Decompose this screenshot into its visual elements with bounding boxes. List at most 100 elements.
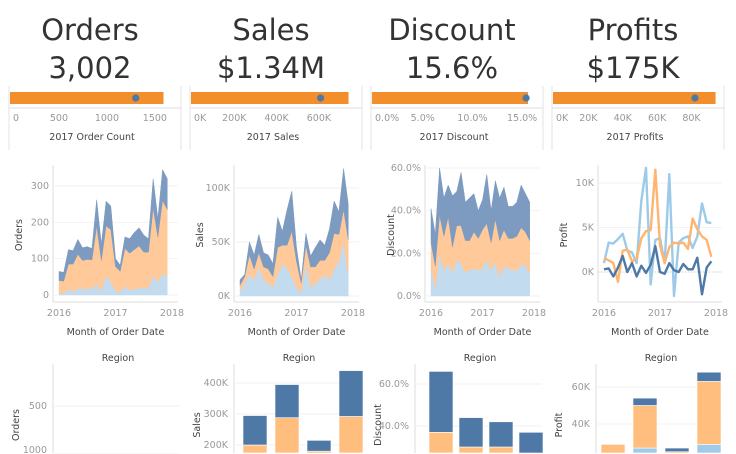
y-axis-title: Orders — [14, 219, 25, 251]
bar-y-tick-label: 300K — [204, 409, 229, 420]
bar-segment-dark — [274, 384, 300, 419]
x-axis-title: Month of Order Date — [67, 327, 165, 338]
bullet-axis-title: 2017 Profits — [607, 132, 664, 143]
bullet-tick-label: 1500 — [143, 113, 167, 124]
bar-y-tick-label: 60.0% — [379, 379, 409, 390]
bar-segment-orange — [458, 446, 484, 454]
panel-profits: Profits $175K 0K 20K 40K 60K 80K 2017 Profits 0K… — [551, 13, 728, 454]
bar-header: Region — [464, 353, 497, 364]
y-tick-label: 10K — [576, 178, 595, 189]
bar-segment-orange — [428, 431, 454, 454]
panel-sales: Sales $1.34M 0K 200K 400K 600K 2017 Sales 0K 50K… — [189, 13, 365, 454]
y-tick-label: 200 — [31, 217, 49, 228]
bar-segment-orange — [242, 444, 268, 454]
x-tick-label: 2017 — [648, 308, 672, 319]
bar-segment-dark — [458, 417, 484, 448]
kpi-value: 15.6% — [406, 51, 498, 85]
bar-y-tick-label: 500 — [29, 401, 47, 412]
y-tick-label: 0.0% — [397, 291, 421, 302]
bullet-marker — [317, 94, 325, 102]
bar-segment-orange — [488, 446, 514, 454]
x-tick-label: 2016 — [47, 308, 71, 319]
x-axis-title: Month of Order Date — [434, 327, 532, 338]
kpi-value: $175K — [587, 51, 681, 85]
x-tick-label: 2017 — [470, 308, 494, 319]
bullet-bar — [10, 92, 164, 104]
bar-y-tick-label: 40.0% — [379, 421, 409, 432]
bar-y-axis-title: Discount — [373, 404, 384, 446]
bullet-tick-label: 15.0% — [507, 113, 537, 124]
panel-orders: Orders 3,002 0 500 1000 1500 2017 Order Count 0… — [8, 13, 184, 454]
bar-segment-dark — [488, 421, 514, 448]
bar-segment-dark — [242, 415, 268, 446]
x-axis-title: Month of Order Date — [611, 327, 709, 338]
y-tick-label: 50K — [212, 237, 231, 248]
bar-segment-orange — [696, 381, 722, 445]
kpi-title: Sales — [232, 13, 309, 47]
bar-segment-dark — [632, 397, 658, 406]
bullet-tick-label: 1000 — [95, 113, 119, 124]
bar-y-axis-title: Sales — [192, 412, 203, 437]
bar-segment-orange — [338, 416, 364, 454]
bullet-bar — [372, 92, 529, 104]
y-tick-label: 100 — [31, 254, 49, 265]
bar-segment-orange — [632, 405, 658, 449]
profit-line-light — [602, 166, 712, 298]
bullet-tick-label: 0.0% — [375, 113, 399, 124]
bullet-marker — [132, 94, 140, 102]
x-tick-label: 2016 — [592, 308, 616, 319]
area-layer-dark — [430, 167, 530, 267]
y-tick-label: 100K — [206, 183, 231, 194]
bullet-marker — [522, 94, 530, 102]
y-tick-label: 300 — [31, 181, 49, 192]
y-tick-label: 0K — [582, 267, 595, 278]
bar-segment-dark — [338, 370, 364, 417]
bullet-axis-title: 2017 Discount — [420, 132, 489, 143]
bar-header: Region — [645, 353, 678, 364]
bullet-tick-label: 5.0% — [411, 113, 435, 124]
bar-segment-light — [696, 444, 722, 454]
bar-y-tick-label: 40K — [572, 419, 591, 430]
y-tick-label: 20.0% — [391, 248, 421, 259]
y-axis-title: Profit — [559, 222, 570, 247]
kpi-value: 3,002 — [48, 51, 131, 85]
bullet-tick-label: 0K — [556, 113, 569, 124]
bullet-bar — [191, 92, 349, 104]
x-tick-label: 2017 — [284, 308, 308, 319]
bar-y-axis-title: Orders — [11, 409, 22, 441]
bullet-tick-label: 200K — [222, 113, 247, 124]
panel-discount: Discount 15.6% 0.0% 5.0% 10.0% 15.0% 2017 Disc… — [370, 13, 546, 454]
kpi-title: Discount — [388, 13, 515, 47]
bullet-tick-label: 80K — [682, 113, 701, 124]
bar-y-axis-title: Profit — [554, 412, 565, 437]
bar-segment-dark — [664, 447, 690, 453]
y-tick-label: 5K — [582, 223, 595, 234]
kpi-value: $1.34M — [217, 51, 325, 85]
x-tick-label: 2018 — [704, 308, 728, 319]
bar-segment-light — [632, 447, 658, 454]
y-tick-label: 40.0% — [391, 206, 421, 217]
bar-segment-dark — [428, 371, 454, 433]
bullet-tick-label: 0K — [194, 113, 207, 124]
bar-segment-dark — [306, 440, 332, 452]
bullet-axis-title: 2017 Sales — [247, 132, 300, 143]
bar-y-tick-label: 1000 — [23, 445, 47, 454]
y-tick-label: 0K — [218, 291, 231, 302]
x-axis-title: Month of Order Date — [248, 327, 346, 338]
x-tick-label: 2018 — [522, 308, 546, 319]
bar-header: Region — [102, 353, 135, 364]
bullet-axis-title: 2017 Order Count — [49, 132, 135, 143]
y-tick-label: 0 — [43, 290, 49, 301]
bar-segment-dark — [696, 371, 722, 382]
bullet-tick-label: 500 — [50, 113, 68, 124]
area-layer-dark — [239, 168, 349, 286]
x-tick-label: 2016 — [419, 308, 443, 319]
bar-header: Region — [283, 353, 316, 364]
bullet-tick-label: 600K — [307, 113, 332, 124]
x-tick-label: 2018 — [341, 308, 365, 319]
area-layer-dark — [58, 168, 168, 282]
bar-y-tick-label: 200K — [204, 440, 229, 451]
bullet-tick-label: 10.0% — [457, 113, 487, 124]
